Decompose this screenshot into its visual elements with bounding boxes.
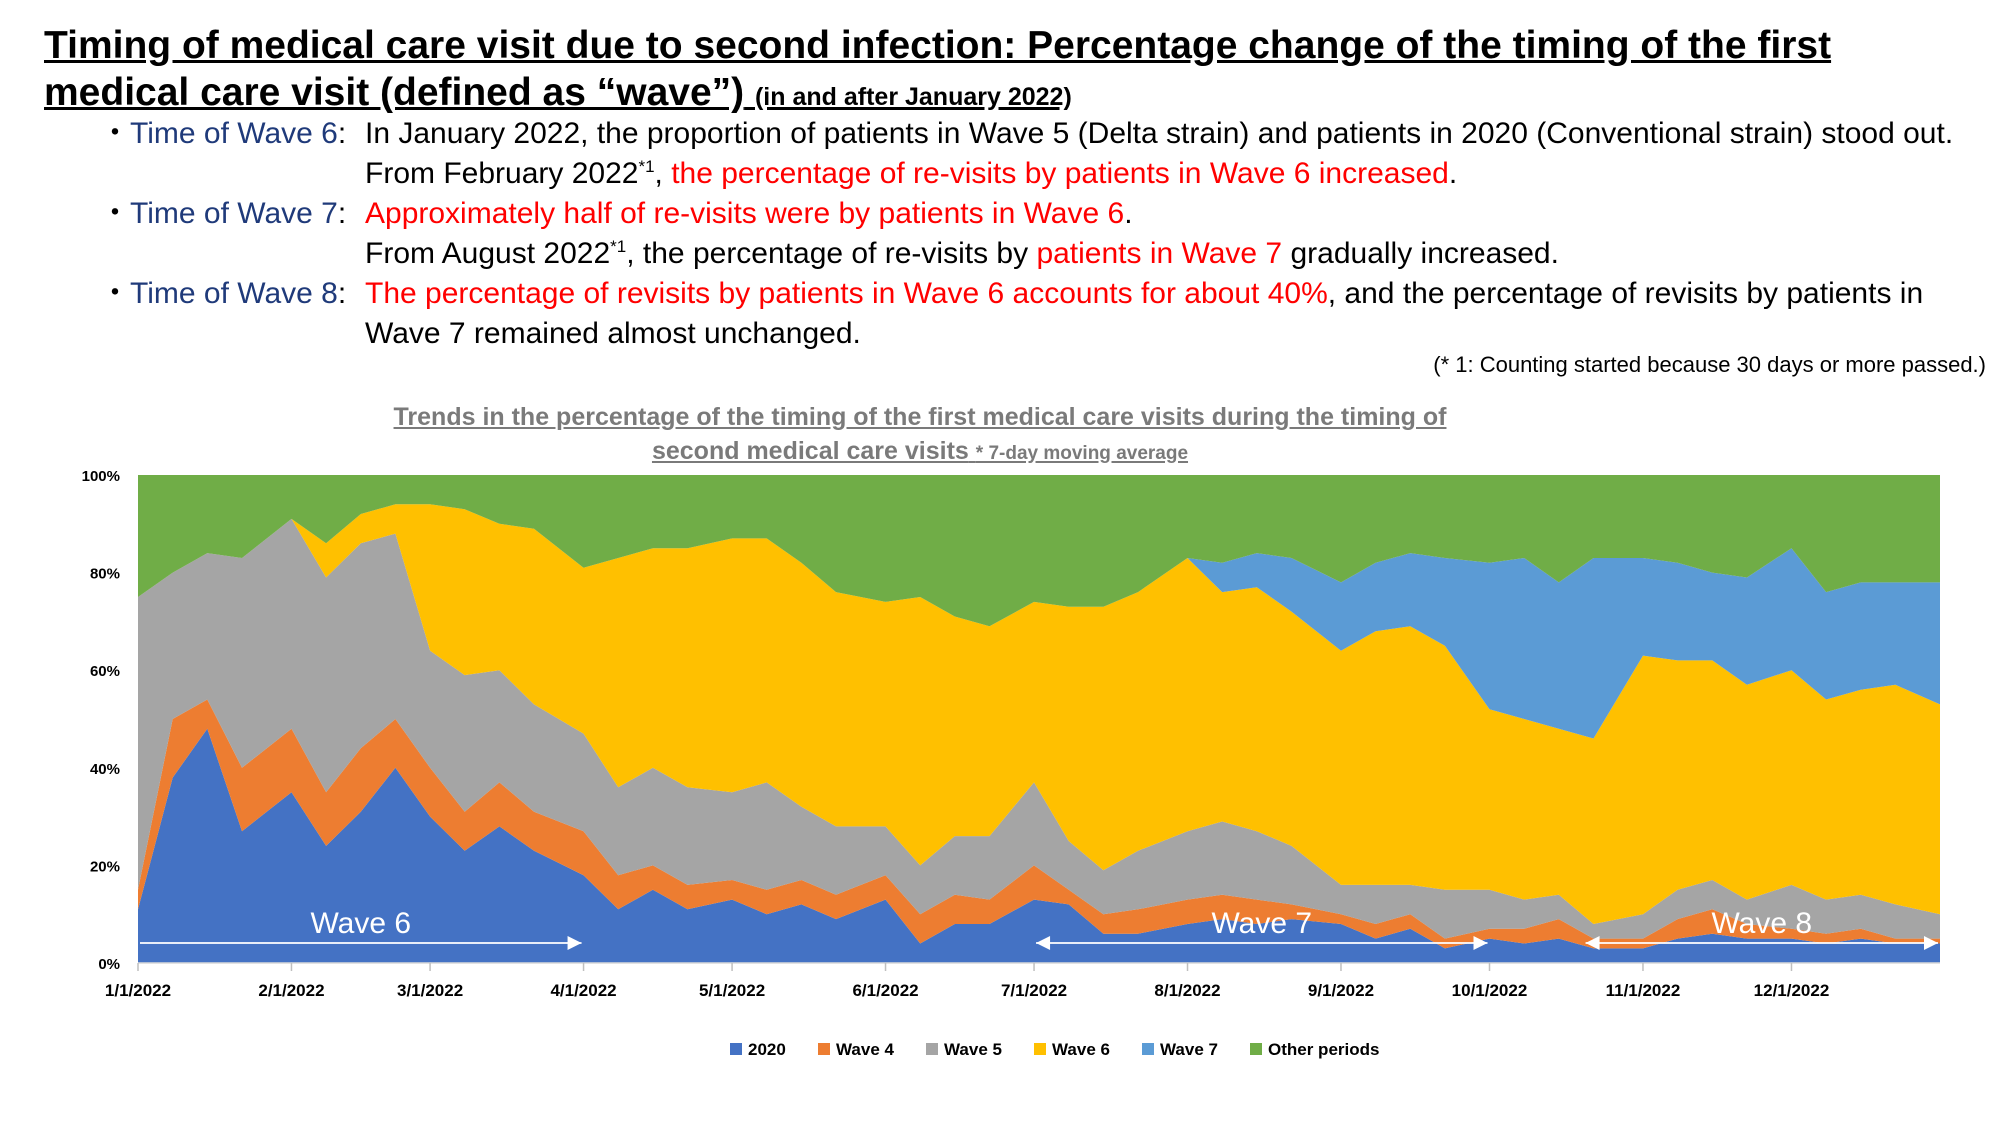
- arrow-left-icon: [1036, 936, 1051, 950]
- bullet-highlight: Approximately half of re-visits were by …: [365, 197, 1125, 230]
- area-wave-7: [138, 504, 1940, 739]
- area-wave-6: [138, 504, 1940, 924]
- plot-annotations: Wave 6 Wave 7 Wave 8: [140, 907, 1938, 950]
- legend-item: Wave 5: [926, 1040, 1002, 1059]
- chart-title-text: Trends in the percentage of the timing o…: [393, 403, 1447, 465]
- legend-item: 2020: [730, 1040, 786, 1059]
- y-tick-label: 80%: [90, 566, 120, 583]
- chart-title: Trends in the percentage of the timing o…: [370, 400, 1470, 471]
- bullet-text: In January 2022, the proportion of patie…: [365, 117, 1954, 190]
- wave-label: Wave 7: [1211, 907, 1312, 940]
- bullet-lead: ・Time of Wave 7:: [100, 197, 347, 230]
- plot-areas: [138, 475, 1940, 963]
- bullet-text: .: [1124, 197, 1133, 230]
- legend-label: Wave 6: [1052, 1040, 1110, 1059]
- x-tick-label: 7/1/2022: [1001, 981, 1067, 1000]
- plot-axes: 0% 20% 40% 60% 80% 100% 1/1/2022 2/1/2022 3/1/20…: [82, 468, 1940, 1000]
- x-tick-label: 1/1/2022: [105, 981, 171, 1000]
- legend-swatch: [1142, 1043, 1154, 1055]
- bullet-text: From August 2022: [365, 237, 611, 270]
- legend-swatch: [730, 1043, 742, 1055]
- y-tick-label: 20%: [90, 858, 120, 875]
- x-tick-label: 11/1/2022: [1606, 981, 1681, 1000]
- x-tick-label: 4/1/2022: [550, 981, 616, 1000]
- legend-label: Wave 7: [1160, 1040, 1218, 1059]
- wave-annotation: Wave 8: [1585, 907, 1938, 950]
- x-tick-label: 10/1/2022: [1452, 981, 1528, 1000]
- wave-annotation: Wave 6: [140, 907, 582, 950]
- bullet-text: , the percentage of re-visits by: [626, 237, 1037, 270]
- legend-swatch: [818, 1043, 830, 1055]
- bullet-text: *1: [638, 157, 655, 176]
- bullet-highlight: The percentage of revisits by patients i…: [365, 277, 1328, 310]
- bullet-dot-icon: ・: [100, 117, 130, 150]
- arrow-right-icon: [567, 936, 582, 950]
- wave-label: Wave 8: [1711, 907, 1812, 940]
- x-tick-label: 12/1/2022: [1754, 981, 1830, 1000]
- x-tick-label: 8/1/2022: [1154, 981, 1220, 1000]
- bullet-3: ・Time of Wave 8: The percentage of revisi…: [100, 274, 1990, 354]
- legend-item: Wave 7: [1142, 1040, 1218, 1059]
- bullet-text: ,: [654, 157, 672, 190]
- legend-label: Wave 5: [944, 1040, 1002, 1059]
- bullet-1: ・Time of Wave 6: In January 2022, the pro…: [100, 114, 1990, 194]
- bullet-lead-text: Time of Wave 7: [130, 197, 338, 230]
- area-wave-4: [138, 699, 1940, 949]
- bullet-text: , and the percentage of revisits by pati…: [365, 277, 1924, 350]
- legend-item: Wave 4: [818, 1040, 895, 1059]
- bullet-text: gradually increased.: [1282, 237, 1559, 270]
- x-tick-label: 3/1/2022: [397, 981, 463, 1000]
- bullet-2: ・Time of Wave 7: Approximately half of re…: [100, 194, 1990, 274]
- legend-label: 2020: [748, 1040, 786, 1059]
- bullet-lead-text: Time of Wave 8: [130, 277, 338, 310]
- chart-title-note: * 7-day moving average: [975, 443, 1189, 464]
- legend-label: Wave 4: [836, 1040, 895, 1059]
- bullet-lead: ・Time of Wave 6:: [100, 117, 347, 150]
- bullet-dot-icon: ・: [100, 277, 130, 310]
- page-title-text: Timing of medical care visit due to seco…: [44, 24, 1832, 114]
- legend-swatch: [1250, 1043, 1262, 1055]
- footnote: (* 1: Counting started because 30 days o…: [1433, 352, 1986, 377]
- bullet-text: *1: [610, 237, 627, 256]
- bullet-highlight: the percentage of re-visits by patients …: [671, 157, 1449, 190]
- bullet-dot-icon: ・: [100, 197, 130, 230]
- arrow-right-icon: [1924, 936, 1938, 950]
- area-other-periods: [138, 475, 1940, 627]
- legend-item: Wave 6: [1034, 1040, 1110, 1059]
- x-tick-label: 5/1/2022: [699, 981, 765, 1000]
- y-tick-label: 40%: [90, 761, 120, 778]
- bullet-text: .: [1448, 157, 1458, 190]
- summary-bullets: ・Time of Wave 6: In January 2022, the pro…: [100, 114, 1990, 354]
- bullet-highlight: patients in Wave 7: [1036, 237, 1283, 270]
- wave-label: Wave 6: [310, 907, 411, 940]
- arrow-left-icon: [1585, 936, 1600, 950]
- legend-swatch: [926, 1043, 938, 1055]
- arrow-right-icon: [1473, 936, 1488, 950]
- legend-item: Other periods: [1250, 1040, 1379, 1059]
- bullet-lead: ・Time of Wave 8:: [100, 277, 347, 310]
- legend-label: Other periods: [1268, 1040, 1379, 1059]
- x-tick-label: 2/1/2022: [258, 981, 324, 1000]
- page-title: Timing of medical care visit due to seco…: [44, 22, 1984, 121]
- y-tick-label: 100%: [82, 468, 120, 485]
- y-tick-label: 0%: [98, 956, 120, 973]
- wave-annotation: Wave 7: [1036, 907, 1488, 950]
- legend-swatch: [1034, 1043, 1046, 1055]
- chart-legend: 2020 Wave 4 Wave 5 Wave 6 Wave 7 Other period…: [730, 1040, 1379, 1059]
- y-tick-label: 60%: [90, 663, 120, 680]
- area-2020: [138, 728, 1940, 963]
- bullet-lead-text: Time of Wave 6: [130, 117, 338, 150]
- area-wave-5: [138, 518, 1940, 939]
- page-title-note: (in and after January 2022): [754, 83, 1072, 111]
- x-tick-label: 9/1/2022: [1308, 981, 1374, 1000]
- x-tick-label: 6/1/2022: [852, 981, 918, 1000]
- stacked-area-chart: 0% 20% 40% 60% 80% 100% 1/1/2022 2/1/2022 3/1/20…: [82, 468, 1940, 1059]
